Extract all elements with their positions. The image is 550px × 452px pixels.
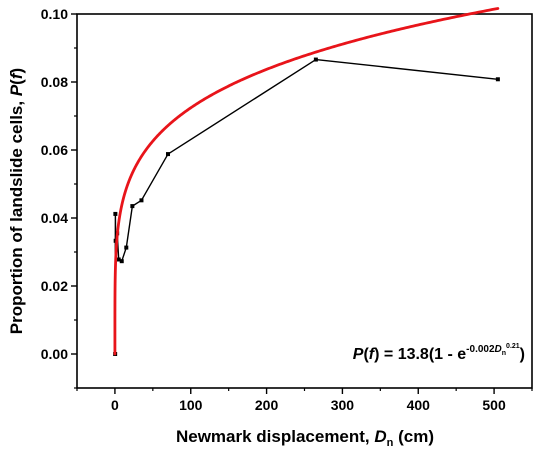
x-tick-label: 0 — [111, 397, 119, 413]
x-axis-title: Newmark displacement, Dn (cm) — [176, 427, 434, 449]
observed-data-point — [124, 245, 129, 250]
observed-data-point — [139, 198, 144, 203]
observed-data-point — [130, 204, 135, 209]
observed-data-point — [113, 211, 118, 216]
series-layer — [113, 7, 500, 356]
x-tick-label: 500 — [482, 397, 506, 413]
y-axis-ticks: 0.00 0.02 0.04 0.06 0.08 0.10 — [41, 6, 77, 389]
fit-equation-annotation: P(f) = 13.8(1 - e-0.002Dn0.21) — [353, 343, 525, 363]
y-tick-label: 0.06 — [41, 142, 68, 158]
plot-frame — [76, 13, 533, 389]
x-tick-label: 400 — [407, 397, 431, 413]
x-axis-ticks: 0 100 200 300 400 500 — [76, 388, 533, 413]
y-axis-title: Proportion of landslide cells, P(f) — [7, 68, 26, 334]
y-tick-label: 0.00 — [41, 346, 68, 362]
x-tick-label: 300 — [331, 397, 355, 413]
fitted-curve — [113, 7, 500, 356]
observed-data-point — [119, 259, 124, 264]
y-tick-label: 0.02 — [41, 278, 68, 294]
y-tick-label: 0.08 — [41, 74, 68, 90]
x-tick-label: 100 — [179, 397, 203, 413]
x-tick-label: 200 — [255, 397, 279, 413]
observed-series-line — [114, 58, 498, 355]
observed-data-point — [116, 257, 121, 262]
observed-data-point — [313, 57, 318, 62]
observed-data-point — [166, 152, 170, 157]
y-tick-label: 0.10 — [41, 6, 68, 22]
y-tick-label: 0.04 — [41, 210, 68, 226]
observed-data-point — [495, 77, 500, 82]
